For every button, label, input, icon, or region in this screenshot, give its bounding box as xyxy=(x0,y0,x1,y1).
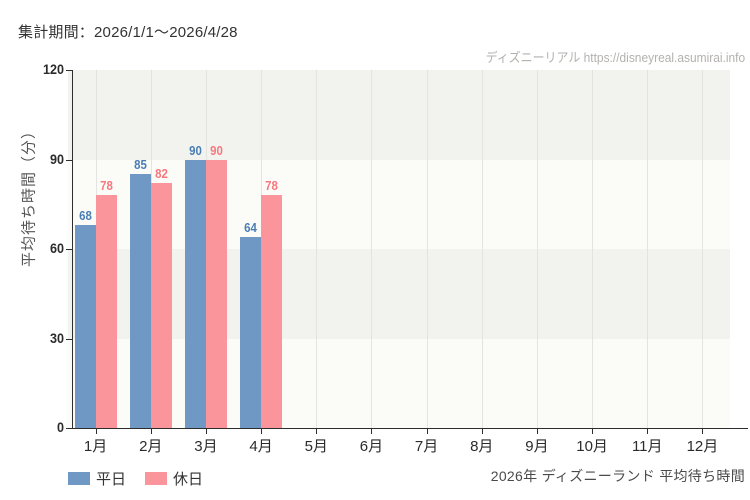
bar-value-label: 82 xyxy=(154,166,168,182)
gridline xyxy=(592,70,594,428)
x-tick-label: 6月 xyxy=(359,438,384,455)
gridline xyxy=(536,70,538,428)
bar-休日-3月 xyxy=(205,159,227,428)
y-tick-label: 0 xyxy=(56,419,64,435)
y-axis-tick xyxy=(66,70,72,71)
bar-平日-1月 xyxy=(74,225,96,428)
gridline xyxy=(647,70,649,428)
bar-平日-2月 xyxy=(129,174,151,428)
bar-value-label: 90 xyxy=(210,142,223,158)
x-axis-tick xyxy=(647,428,649,434)
legend-swatch-holiday xyxy=(145,472,168,485)
bar-平日-4月 xyxy=(240,237,262,428)
x-axis-tick xyxy=(316,428,318,434)
legend-label-weekday: 平日 xyxy=(96,471,127,488)
gridline xyxy=(371,70,373,428)
x-axis-tick xyxy=(95,428,97,434)
bar-value-label: 90 xyxy=(189,142,202,158)
x-tick-label: 4月 xyxy=(249,438,273,455)
x-axis-tick xyxy=(205,428,207,434)
plot-band xyxy=(68,70,730,160)
x-tick-label: 2月 xyxy=(139,438,163,455)
plot-band xyxy=(68,338,730,428)
gridline xyxy=(426,70,428,428)
plot-band xyxy=(68,249,730,339)
bar-value-label: 78 xyxy=(265,178,278,194)
bar-value-label: 85 xyxy=(133,157,147,173)
legend-swatch-weekday xyxy=(68,472,90,485)
x-axis-tick xyxy=(481,428,483,434)
x-axis-tick xyxy=(536,428,538,434)
x-tick-label: 1月 xyxy=(83,438,108,455)
y-tick-label: 60 xyxy=(49,240,64,256)
bar-value-label: 68 xyxy=(78,208,92,224)
x-axis-line xyxy=(72,428,748,429)
y-axis-tick xyxy=(66,249,72,250)
x-tick-label: 10月 xyxy=(576,438,608,455)
gridline xyxy=(316,70,318,428)
y-axis-line xyxy=(72,70,73,429)
x-axis-tick xyxy=(702,428,704,434)
x-tick-label: 7月 xyxy=(414,438,439,455)
bar-休日-1月 xyxy=(95,195,117,428)
y-axis-tick xyxy=(66,428,72,429)
x-tick-label: 3月 xyxy=(194,438,218,455)
y-axis-tick xyxy=(66,338,72,340)
y-tick-label: 120 xyxy=(42,61,64,77)
bar-value-label: 78 xyxy=(99,178,113,194)
x-axis-tick xyxy=(371,428,373,434)
x-tick-label: 5月 xyxy=(304,438,328,455)
bar-休日-4月 xyxy=(261,195,283,428)
bar-平日-3月 xyxy=(184,159,206,428)
gridline xyxy=(481,70,483,428)
bar-value-label: 64 xyxy=(244,220,257,236)
y-tick-label: 30 xyxy=(49,329,64,346)
chart-caption: 2026年 ディズニーランド 平均待ち時間 xyxy=(490,468,745,484)
x-axis-tick xyxy=(592,428,594,434)
legend-label-holiday: 休日 xyxy=(173,471,204,488)
x-axis-tick xyxy=(261,428,263,434)
x-axis-tick xyxy=(426,428,428,434)
x-axis-tick xyxy=(150,428,152,434)
x-tick-label: 9月 xyxy=(525,438,549,455)
watermark-text: ディズニーリアル https://disneyreal.asumirai.inf… xyxy=(485,50,745,65)
period-label: 集計期間：2026/1/1〜2026/4/28 xyxy=(18,24,238,41)
x-tick-label: 12月 xyxy=(686,438,719,455)
plot-band xyxy=(68,159,730,249)
y-tick-label: 90 xyxy=(49,150,64,167)
legend: 平日 休日 xyxy=(68,468,222,489)
plot-area: 68 85 90 64 78 82 90 78 xyxy=(68,70,730,428)
bar-休日-2月 xyxy=(150,183,172,428)
x-tick-label: 11月 xyxy=(631,438,663,455)
x-tick-label: 8月 xyxy=(470,438,494,455)
y-axis-tick xyxy=(66,159,72,161)
gridline xyxy=(702,70,704,428)
